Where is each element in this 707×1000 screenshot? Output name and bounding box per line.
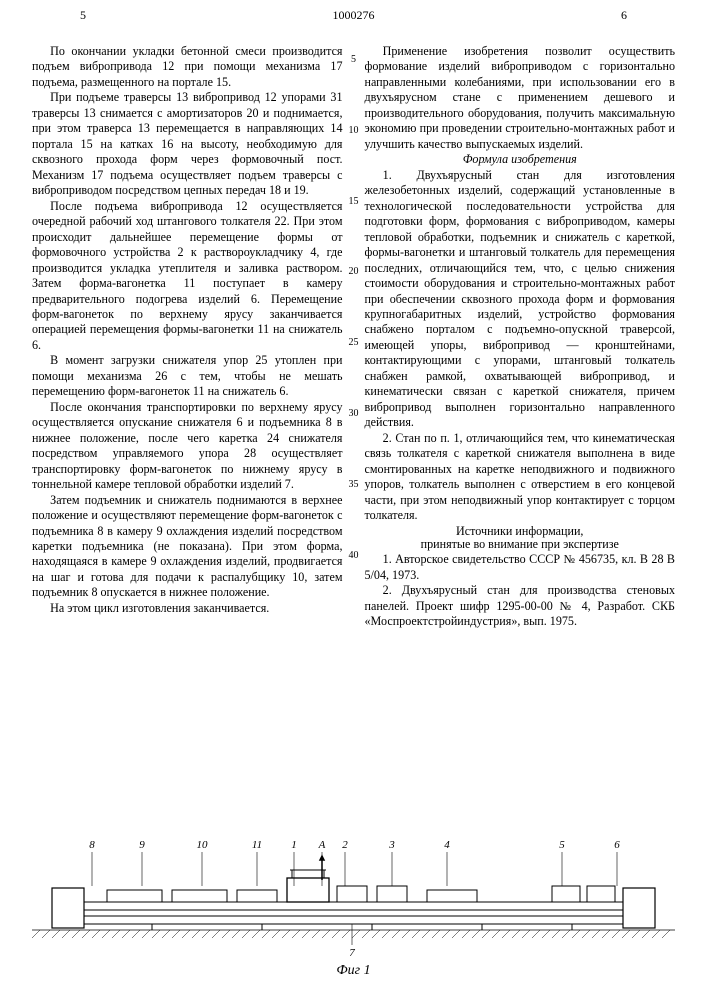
svg-text:5: 5 <box>559 839 565 851</box>
svg-text:11: 11 <box>252 839 262 851</box>
body-paragraph: После окончания транспортировки по верхн… <box>32 400 343 493</box>
svg-text:10: 10 <box>197 839 209 851</box>
sources-heading-2: принятые во внимание при экспертизе <box>365 537 676 552</box>
body-paragraph: После подъема вибропривода 12 осуществля… <box>32 199 343 354</box>
linemark: 15 <box>344 196 364 209</box>
figure-caption: Фиг 1 <box>336 962 370 980</box>
claim-paragraph: 2. Стан по п. 1, отличающийся тем, что к… <box>365 431 676 524</box>
figure-1: 8910111A23456 7 Фиг 1 <box>32 830 675 980</box>
svg-text:6: 6 <box>614 839 620 851</box>
source-item: 1. Авторское свидетельство СССР № 456735… <box>365 552 676 583</box>
body-paragraph: При подъеме траверсы 13 вибропривод 12 у… <box>32 90 343 198</box>
svg-text:8: 8 <box>89 839 95 851</box>
svg-text:2: 2 <box>342 839 348 851</box>
patent-page: 5 1000276 6 5 10 15 20 25 30 35 40 По ок… <box>0 0 707 1000</box>
left-column: По окончании укладки бетонной смеси прои… <box>32 44 343 630</box>
body-paragraph: На этом цикл изготовления заканчивается. <box>32 601 343 616</box>
right-column: Применение изобретения позволит осуществ… <box>365 44 676 630</box>
svg-text:A: A <box>318 839 326 851</box>
line-number-gutter: 5 10 15 20 25 30 35 40 <box>344 44 364 562</box>
body-paragraph: По окончании укладки бетонной смеси прои… <box>32 44 343 90</box>
document-number: 1000276 <box>0 8 707 23</box>
svg-text:4: 4 <box>444 839 450 851</box>
linemark: 10 <box>344 125 364 138</box>
linemark: 40 <box>344 550 364 563</box>
claim-paragraph: 1. Двухъярусный стан для изготовления же… <box>365 168 676 431</box>
svg-text:9: 9 <box>139 839 145 851</box>
body-paragraph: Применение изобретения позволит осуществ… <box>365 44 676 152</box>
body-paragraph: В момент загрузки снижателя упор 25 утоп… <box>32 353 343 399</box>
svg-text:1: 1 <box>291 839 297 851</box>
source-item: 2. Двухъярусный стан для производства ст… <box>365 583 676 629</box>
linemark: 35 <box>344 479 364 492</box>
claims-heading: Формула изобретения <box>365 152 676 167</box>
svg-text:3: 3 <box>388 839 395 851</box>
linemark: 5 <box>344 54 364 67</box>
linemark: 30 <box>344 408 364 421</box>
linemark: 20 <box>344 266 364 279</box>
svg-text:7: 7 <box>349 947 355 959</box>
page-number-right: 6 <box>621 8 627 23</box>
linemark: 25 <box>344 337 364 350</box>
body-paragraph: Затем подъемник и снижатель поднимаются … <box>32 493 343 601</box>
figure-svg: 8910111A23456 7 <box>32 830 675 960</box>
